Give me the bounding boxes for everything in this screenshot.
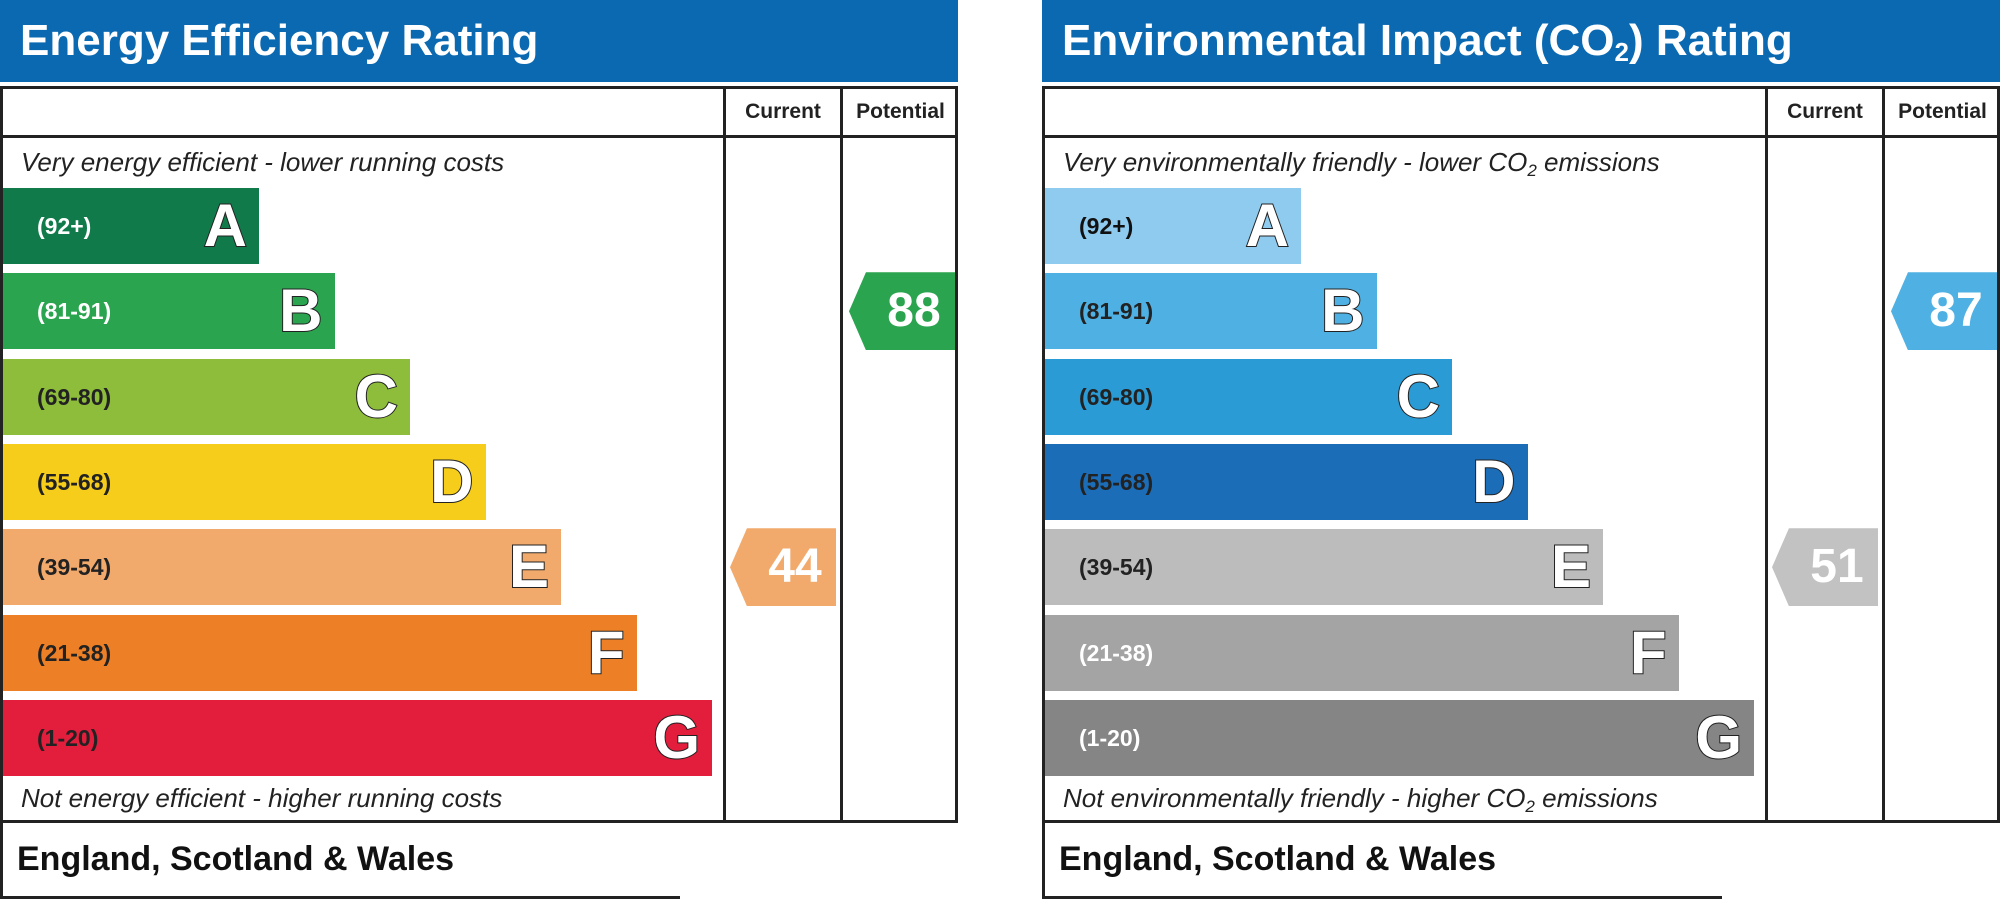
- current-rating-arrow: 51: [1772, 528, 1878, 607]
- column-divider: [840, 89, 843, 820]
- band-range: (81-91): [1079, 298, 1154, 325]
- band-e: (39-54) E: [3, 529, 561, 606]
- band-d: (55-68) D: [3, 443, 486, 520]
- band-range: (69-80): [1079, 383, 1154, 410]
- environmental-impact-title: Environmental Impact (CO2) Rating: [1042, 0, 2000, 82]
- band-letter: A: [203, 191, 248, 260]
- band-letter: E: [1550, 532, 1592, 601]
- band-g: (1-20) G: [3, 699, 712, 776]
- potential-rating-arrow: 87: [1891, 272, 1997, 351]
- energy-efficiency-panel: Energy Efficiency Rating Current Potenti…: [0, 0, 958, 899]
- band-range: (92+): [37, 213, 92, 239]
- band-a: (92+) A: [1045, 188, 1301, 264]
- band-letter: G: [652, 703, 701, 772]
- potential-column-header: Potential: [856, 100, 945, 123]
- region-footer: England, Scotland & Wales: [1042, 823, 1722, 899]
- band-range: (21-38): [37, 639, 112, 666]
- current-column-header: Current: [745, 100, 821, 123]
- band-range: (55-68): [37, 468, 112, 495]
- top-caption: Very energy efficient - lower running co…: [21, 147, 505, 177]
- band-letter: B: [1320, 276, 1365, 345]
- band-letter: D: [429, 447, 474, 516]
- band-range: (81-91): [37, 298, 112, 325]
- band-letter: D: [1471, 447, 1516, 516]
- header-divider: [1045, 135, 1997, 138]
- band-range: (39-54): [1079, 554, 1154, 581]
- band-letter: A: [1245, 191, 1290, 260]
- header-divider: [3, 135, 955, 138]
- potential-column-header: Potential: [1898, 100, 1987, 123]
- band-f: (21-38) F: [3, 614, 637, 691]
- band-range: (39-54): [37, 554, 112, 581]
- current-column-header: Current: [1787, 100, 1863, 123]
- energy-efficiency-title: Energy Efficiency Rating: [0, 0, 958, 82]
- band-range: (69-80): [37, 383, 112, 410]
- band-e: (39-54) E: [1045, 529, 1603, 606]
- band-range: (1-20): [37, 724, 99, 751]
- band-g: (1-20) G: [1045, 699, 1754, 776]
- top-caption: Very environmentally friendly - lower CO…: [1063, 147, 1660, 180]
- region-footer: England, Scotland & Wales: [0, 823, 680, 899]
- column-divider: [723, 89, 726, 820]
- current-rating-arrow: 44: [730, 528, 836, 607]
- energy-rating-grid: Current Potential Very energy efficient …: [0, 86, 958, 823]
- band-letter: C: [1396, 362, 1441, 431]
- band-letter: G: [1694, 703, 1743, 772]
- region-label: England, Scotland & Wales: [17, 840, 455, 878]
- band-range: (21-38): [1079, 639, 1154, 666]
- band-letter: F: [1629, 618, 1668, 687]
- band-letter: C: [354, 362, 399, 431]
- band-b: (81-91) B: [3, 273, 335, 350]
- band-range: (55-68): [1079, 468, 1154, 495]
- band-c: (69-80) C: [3, 358, 410, 435]
- column-divider: [1882, 89, 1885, 820]
- region-label: England, Scotland & Wales: [1059, 840, 1497, 878]
- band-c: (69-80) C: [1045, 358, 1452, 435]
- band-letter: B: [278, 276, 323, 345]
- environmental-rating-grid: Current Potential Very environmentally f…: [1042, 86, 2000, 823]
- bottom-caption: Not energy efficient - higher running co…: [21, 783, 503, 813]
- band-letter: F: [587, 618, 626, 687]
- bottom-caption: Not environmentally friendly - higher CO…: [1063, 783, 1658, 816]
- potential-rating-arrow: 88: [849, 272, 955, 351]
- environmental-impact-panel: Environmental Impact (CO2) Rating Curren…: [1042, 0, 2000, 899]
- column-divider: [1765, 89, 1768, 820]
- band-letter: E: [508, 532, 550, 601]
- band-b: (81-91) B: [1045, 273, 1377, 350]
- band-range: (1-20): [1079, 724, 1141, 751]
- band-f: (21-38) F: [1045, 614, 1679, 691]
- band-range: (92+): [1079, 213, 1134, 239]
- band-a: (92+) A: [3, 188, 259, 264]
- band-d: (55-68) D: [1045, 443, 1528, 520]
